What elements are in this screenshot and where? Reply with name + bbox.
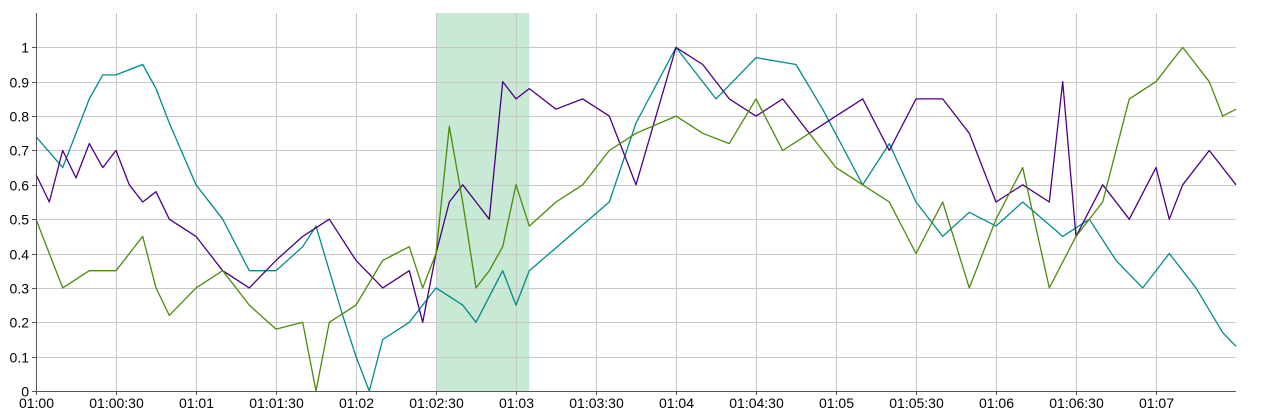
x-tick-label: 01:02:30 [409,395,464,411]
y-tick-label: 0.6 [10,178,30,194]
y-tick-label: 0.7 [10,143,30,159]
series-layer [35,46,1237,392]
y-tick-label: 0.1 [10,350,30,366]
x-tick-label: 01:05 [819,395,854,411]
series-line-3 [35,46,1237,392]
x-tick-label: 01:06 [979,395,1014,411]
x-tick-label: 01:01 [179,395,214,411]
x-tick-label: 01:03 [499,395,534,411]
x-tick-label: 01:02 [339,395,374,411]
x-tick-labels: 01:00 01:00:30 01:01 01:01:30 01:02 01:02:30 0… [19,391,1174,411]
y-tick-labels: 0 0.1 0.2 0.3 0.4 0.5 0.6 0.7 0.8 0.9 1 [10,40,36,400]
x-tick-label: 01:01:30 [249,395,304,411]
y-tick-label: 0.9 [10,75,30,91]
y-tick-label: 0.3 [10,281,30,297]
x-tick-label: 01:04:30 [729,395,784,411]
series-line-2 [35,46,1237,323]
x-tick-label: 01:05:30 [889,395,944,411]
y-tick-label: 0.4 [10,247,30,263]
x-tick-label: 01:04 [659,395,694,411]
x-tick-label: 01:06:30 [1049,395,1104,411]
x-tick-label: 01:03:30 [569,395,624,411]
x-tick-label: 01:00 [19,395,54,411]
grid [36,13,1236,392]
highlight-band [436,13,530,391]
y-tick-label: 0 [21,384,29,400]
x-tick-label: 01:07 [1139,395,1174,411]
y-tick-label: 0.2 [10,315,30,331]
y-tick-label: 0.8 [10,109,30,125]
y-tick-label: 0.5 [10,212,30,228]
x-tick-label: 01:00:30 [89,395,144,411]
y-tick-label: 1 [21,40,29,56]
series-line-1 [35,46,1237,392]
